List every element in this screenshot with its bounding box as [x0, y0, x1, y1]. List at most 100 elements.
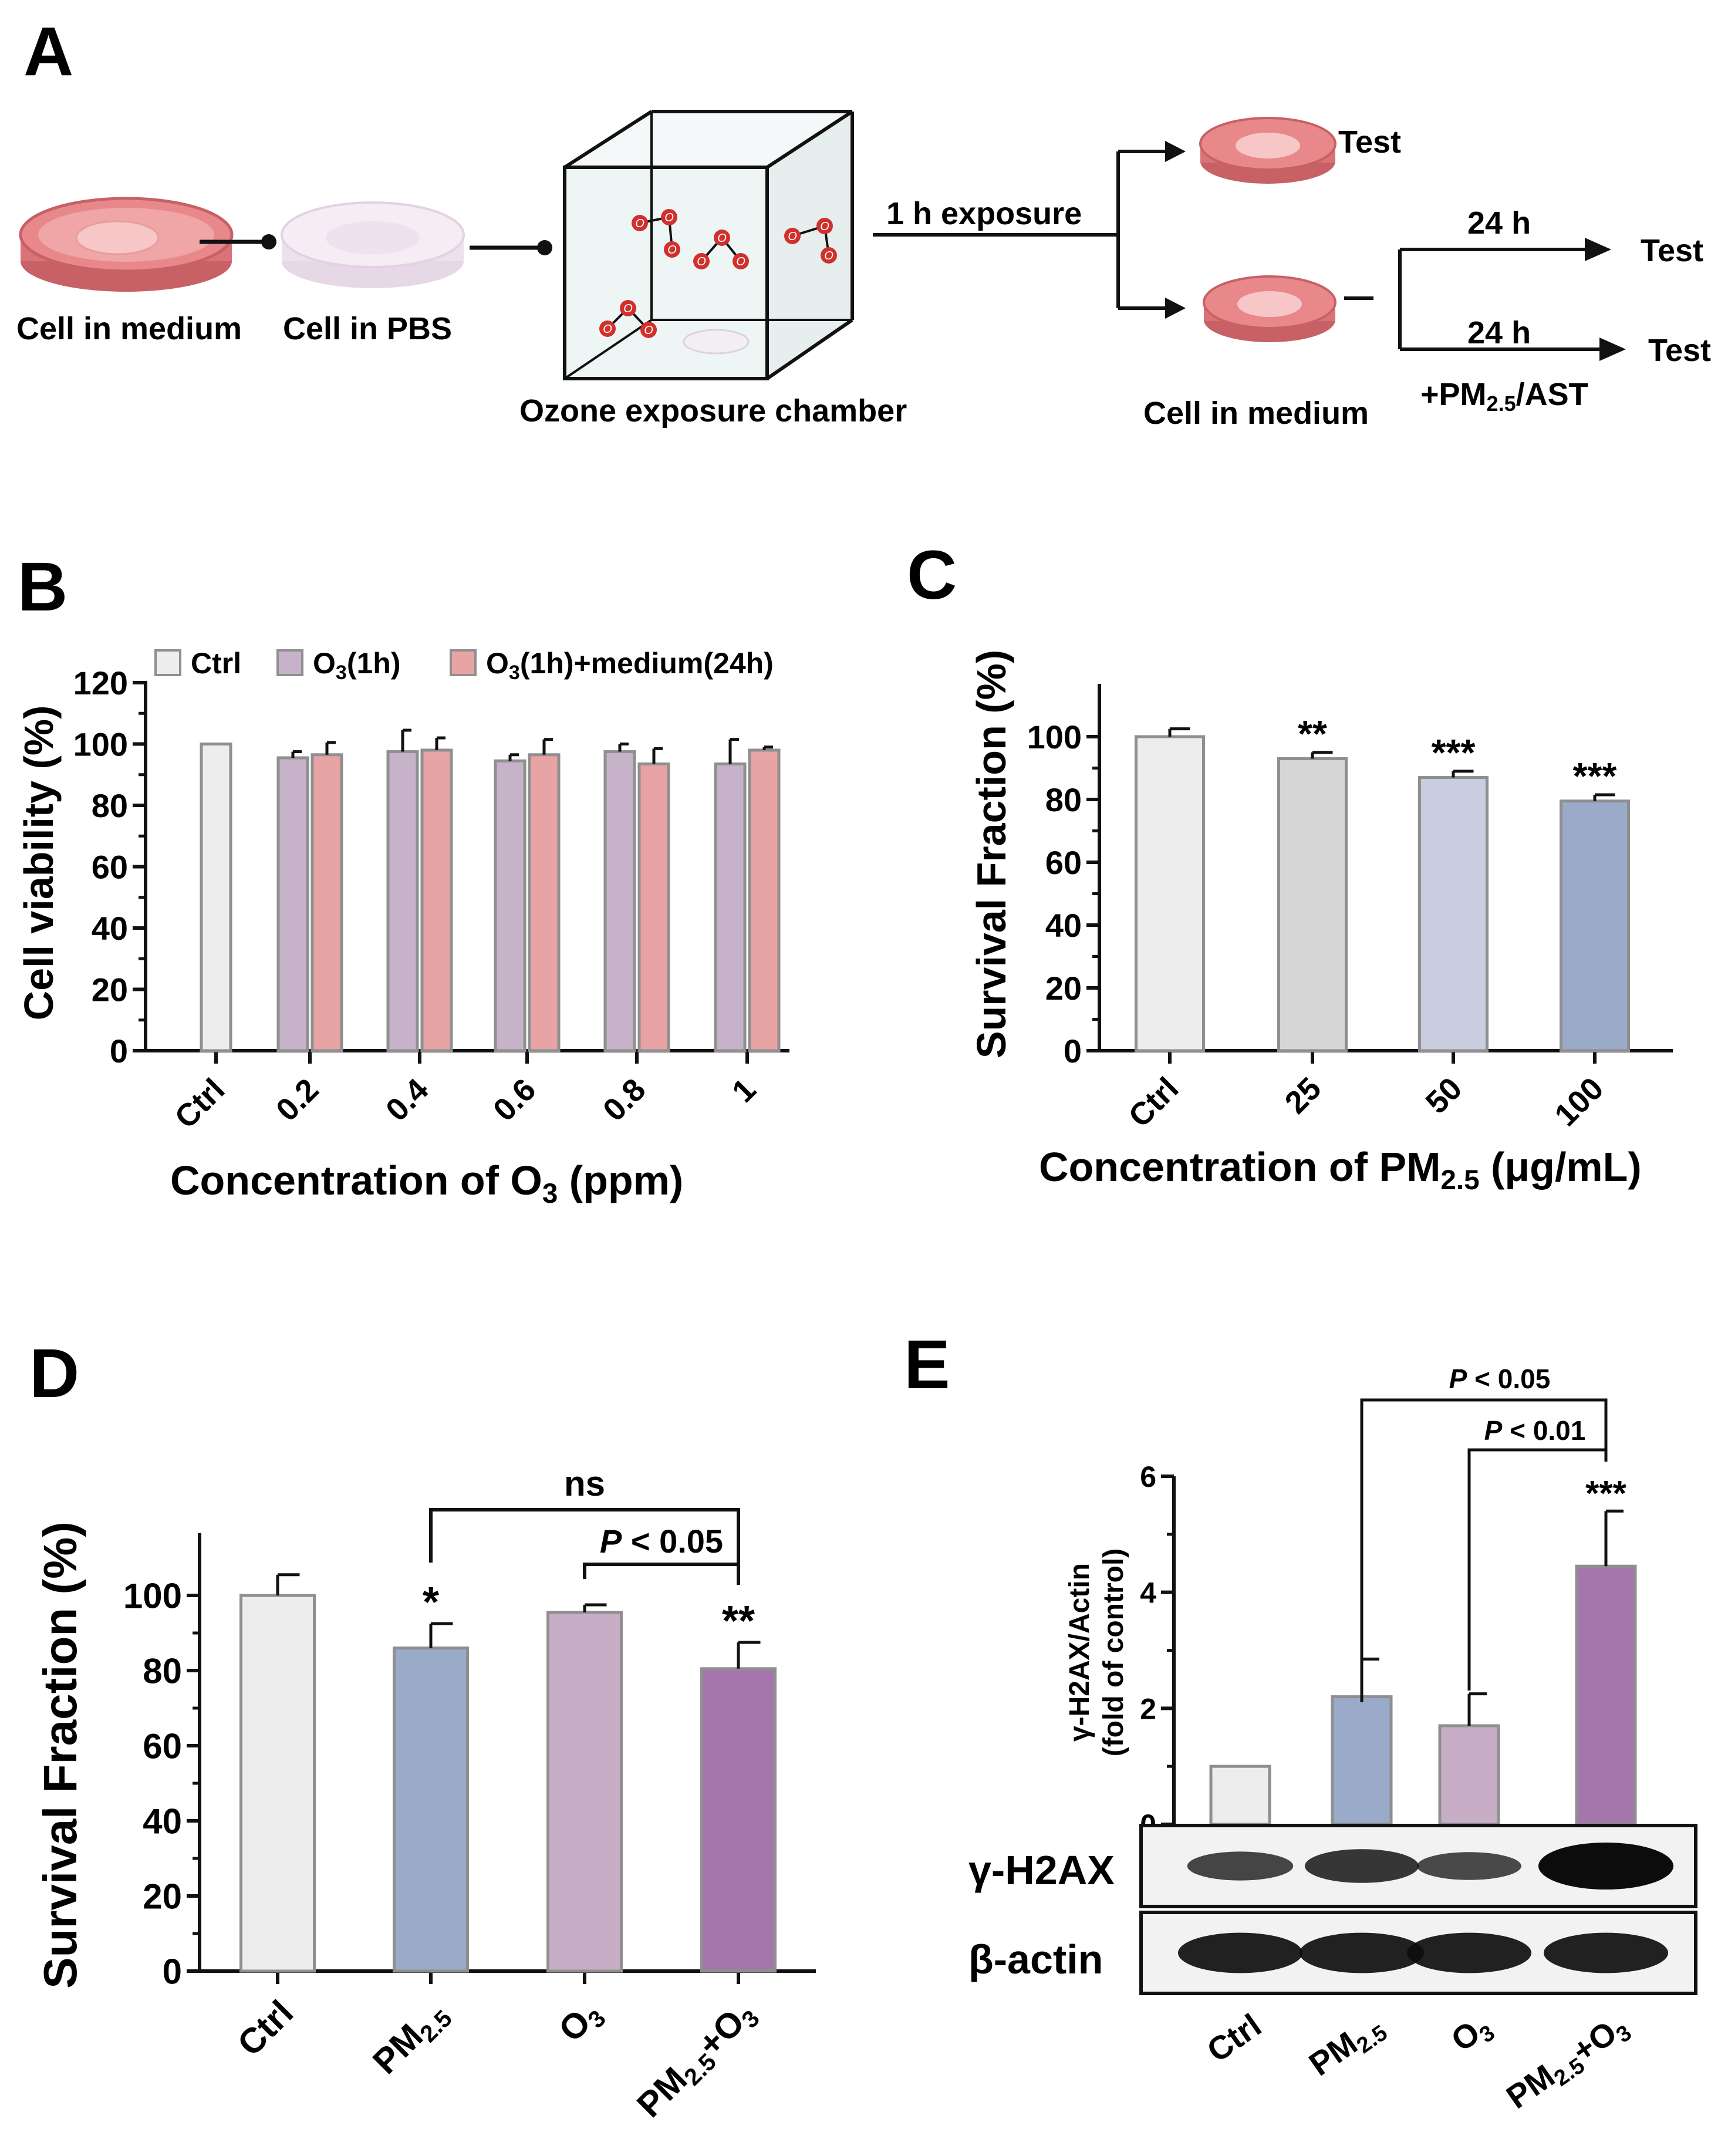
ozone-atom [784, 228, 801, 244]
blot-band [1538, 1843, 1673, 1890]
dish-test-top [1199, 117, 1337, 184]
y-axis-title: Survival Fraction (%) [968, 650, 1014, 1058]
y-tick-label: 0 [110, 1033, 128, 1069]
x-tick-label: Ctrl [1122, 1071, 1185, 1134]
bar [1560, 799, 1630, 1052]
bar [748, 748, 781, 1052]
comparison-bracket [583, 1563, 740, 1585]
legend-swatch [154, 649, 181, 676]
significance-label: *** [1573, 755, 1617, 797]
y-tick-label: 60 [143, 1727, 182, 1766]
y-tick-label: 20 [1045, 970, 1082, 1007]
p-rest: < 0.01 [1502, 1415, 1585, 1446]
x-tick-label: 0.8 [596, 1072, 653, 1128]
bar [276, 756, 309, 1052]
x-axis-title-pre: Concentration of O [170, 1158, 542, 1203]
bar [310, 753, 343, 1052]
blot-band [1544, 1932, 1668, 1973]
p-italic: P [600, 1523, 622, 1560]
y-tick-label: 100 [123, 1577, 182, 1616]
label-cell-in-medium-2: Cell in medium [1143, 396, 1369, 431]
x-tick-label: 25 [1278, 1071, 1328, 1121]
ozone-atom-label: O [824, 249, 833, 262]
label-test-a: Test [1641, 233, 1703, 268]
p-rest: < 0.05 [1467, 1364, 1550, 1394]
bar [1418, 776, 1489, 1052]
x-axis-title-sub: 2.5 [1440, 1165, 1479, 1196]
y-tick-label: 60 [92, 849, 128, 886]
label-cell-in-medium: Cell in medium [16, 311, 242, 346]
legend-swatch [450, 649, 477, 676]
significance-label: ** [1298, 713, 1327, 755]
significance-label: *** [1585, 1473, 1627, 1513]
x-tick-label: Ctrl [168, 1072, 231, 1135]
label-pm-ast: +PM2.5/AST [1420, 377, 1588, 416]
y-tick-label: 80 [143, 1652, 182, 1691]
ozone-atom [664, 241, 680, 258]
x-tick-label: 100 [1548, 1071, 1610, 1133]
y-tick-label: 80 [1045, 781, 1082, 818]
bar [494, 759, 526, 1052]
y-tick-label: 0 [1064, 1033, 1082, 1069]
legend-label: O3(1h)+medium(24h) [486, 647, 774, 684]
legend-swatch [276, 649, 303, 676]
comparison-bracket [1360, 1398, 1608, 1702]
bar [1135, 735, 1205, 1052]
y-axis-title-line2: (fold of control) [1098, 1548, 1129, 1757]
bar [637, 762, 670, 1052]
x-axis-title: Concentration of O3 (ppm) [170, 1158, 683, 1209]
legend-label: O3(1h) [313, 647, 400, 684]
ozone-atom-label: O [664, 211, 674, 224]
x-tick-label: O3 [1445, 2006, 1500, 2062]
bar [714, 762, 747, 1052]
x-tick-label: Ctrl [230, 1993, 301, 2063]
y-tick-label: 2 [1140, 1692, 1156, 1725]
label-exposure: 1 h exposure [886, 196, 1082, 231]
dish-cell-in-medium-2 [1203, 275, 1337, 342]
label-24h-b: 24 h [1467, 315, 1531, 350]
x-axis-title-post: (ppm) [558, 1158, 683, 1203]
ozone-atom [693, 253, 710, 269]
blot-band [1305, 1849, 1419, 1883]
ozone-atom [640, 322, 657, 338]
panel-letter-d: D [29, 1335, 79, 1412]
y-tick-label: 80 [92, 787, 128, 824]
ozone-atom-label: O [644, 324, 653, 337]
legend-label-post: (1h) [347, 647, 401, 680]
legend-label-pre: O [486, 647, 509, 680]
p-rest: < 0.05 [622, 1523, 723, 1560]
comparison-label: P < 0.05 [1449, 1364, 1551, 1394]
x-tick-label: PM2.5 [1302, 2006, 1392, 2087]
y-tick-label: 40 [1045, 907, 1082, 944]
ozone-atom [620, 300, 636, 316]
comparison-label: ns [564, 1464, 605, 1503]
ozone-atom [821, 247, 837, 264]
panel-e-chart: 0246CtrlPM2.5O3***PM2.5+O3P < 0.05P < 0.… [1064, 1364, 1637, 2120]
comparison-label: P < 0.05 [600, 1523, 723, 1560]
ozone-atom [632, 215, 648, 231]
ozone-atom-label: O [717, 232, 727, 245]
ozone-atom-label: O [635, 217, 644, 230]
legend-label-post: (1h)+medium(24h) [520, 647, 774, 680]
bar [1575, 1564, 1637, 1826]
legend-label-pre: Ctrl [191, 647, 241, 680]
ozone-atom-label: O [667, 244, 677, 257]
comparison-label: P < 0.01 [1484, 1415, 1586, 1446]
pm-ast-sub: 2.5 [1487, 392, 1516, 416]
x-tick-label: PM2.5+O3 [1500, 2006, 1636, 2120]
p-italic: P [1484, 1415, 1503, 1446]
bar [386, 750, 419, 1052]
x-tick-label: 1 [725, 1072, 763, 1109]
y-axis-title: Survival Fraction (%) [34, 1521, 86, 1989]
comparison-bracket [1467, 1448, 1608, 1691]
ozone-atom-label: O [623, 302, 633, 315]
y-axis-title-line1: γ-H2AX/Actin [1064, 1563, 1095, 1742]
ozone-atom-label: O [820, 220, 829, 233]
ozone-chamber [563, 110, 854, 380]
western-blot: γ-H2AX β-actin [968, 1824, 1697, 1995]
bar [603, 750, 636, 1052]
y-tick-label: 100 [1027, 718, 1082, 755]
